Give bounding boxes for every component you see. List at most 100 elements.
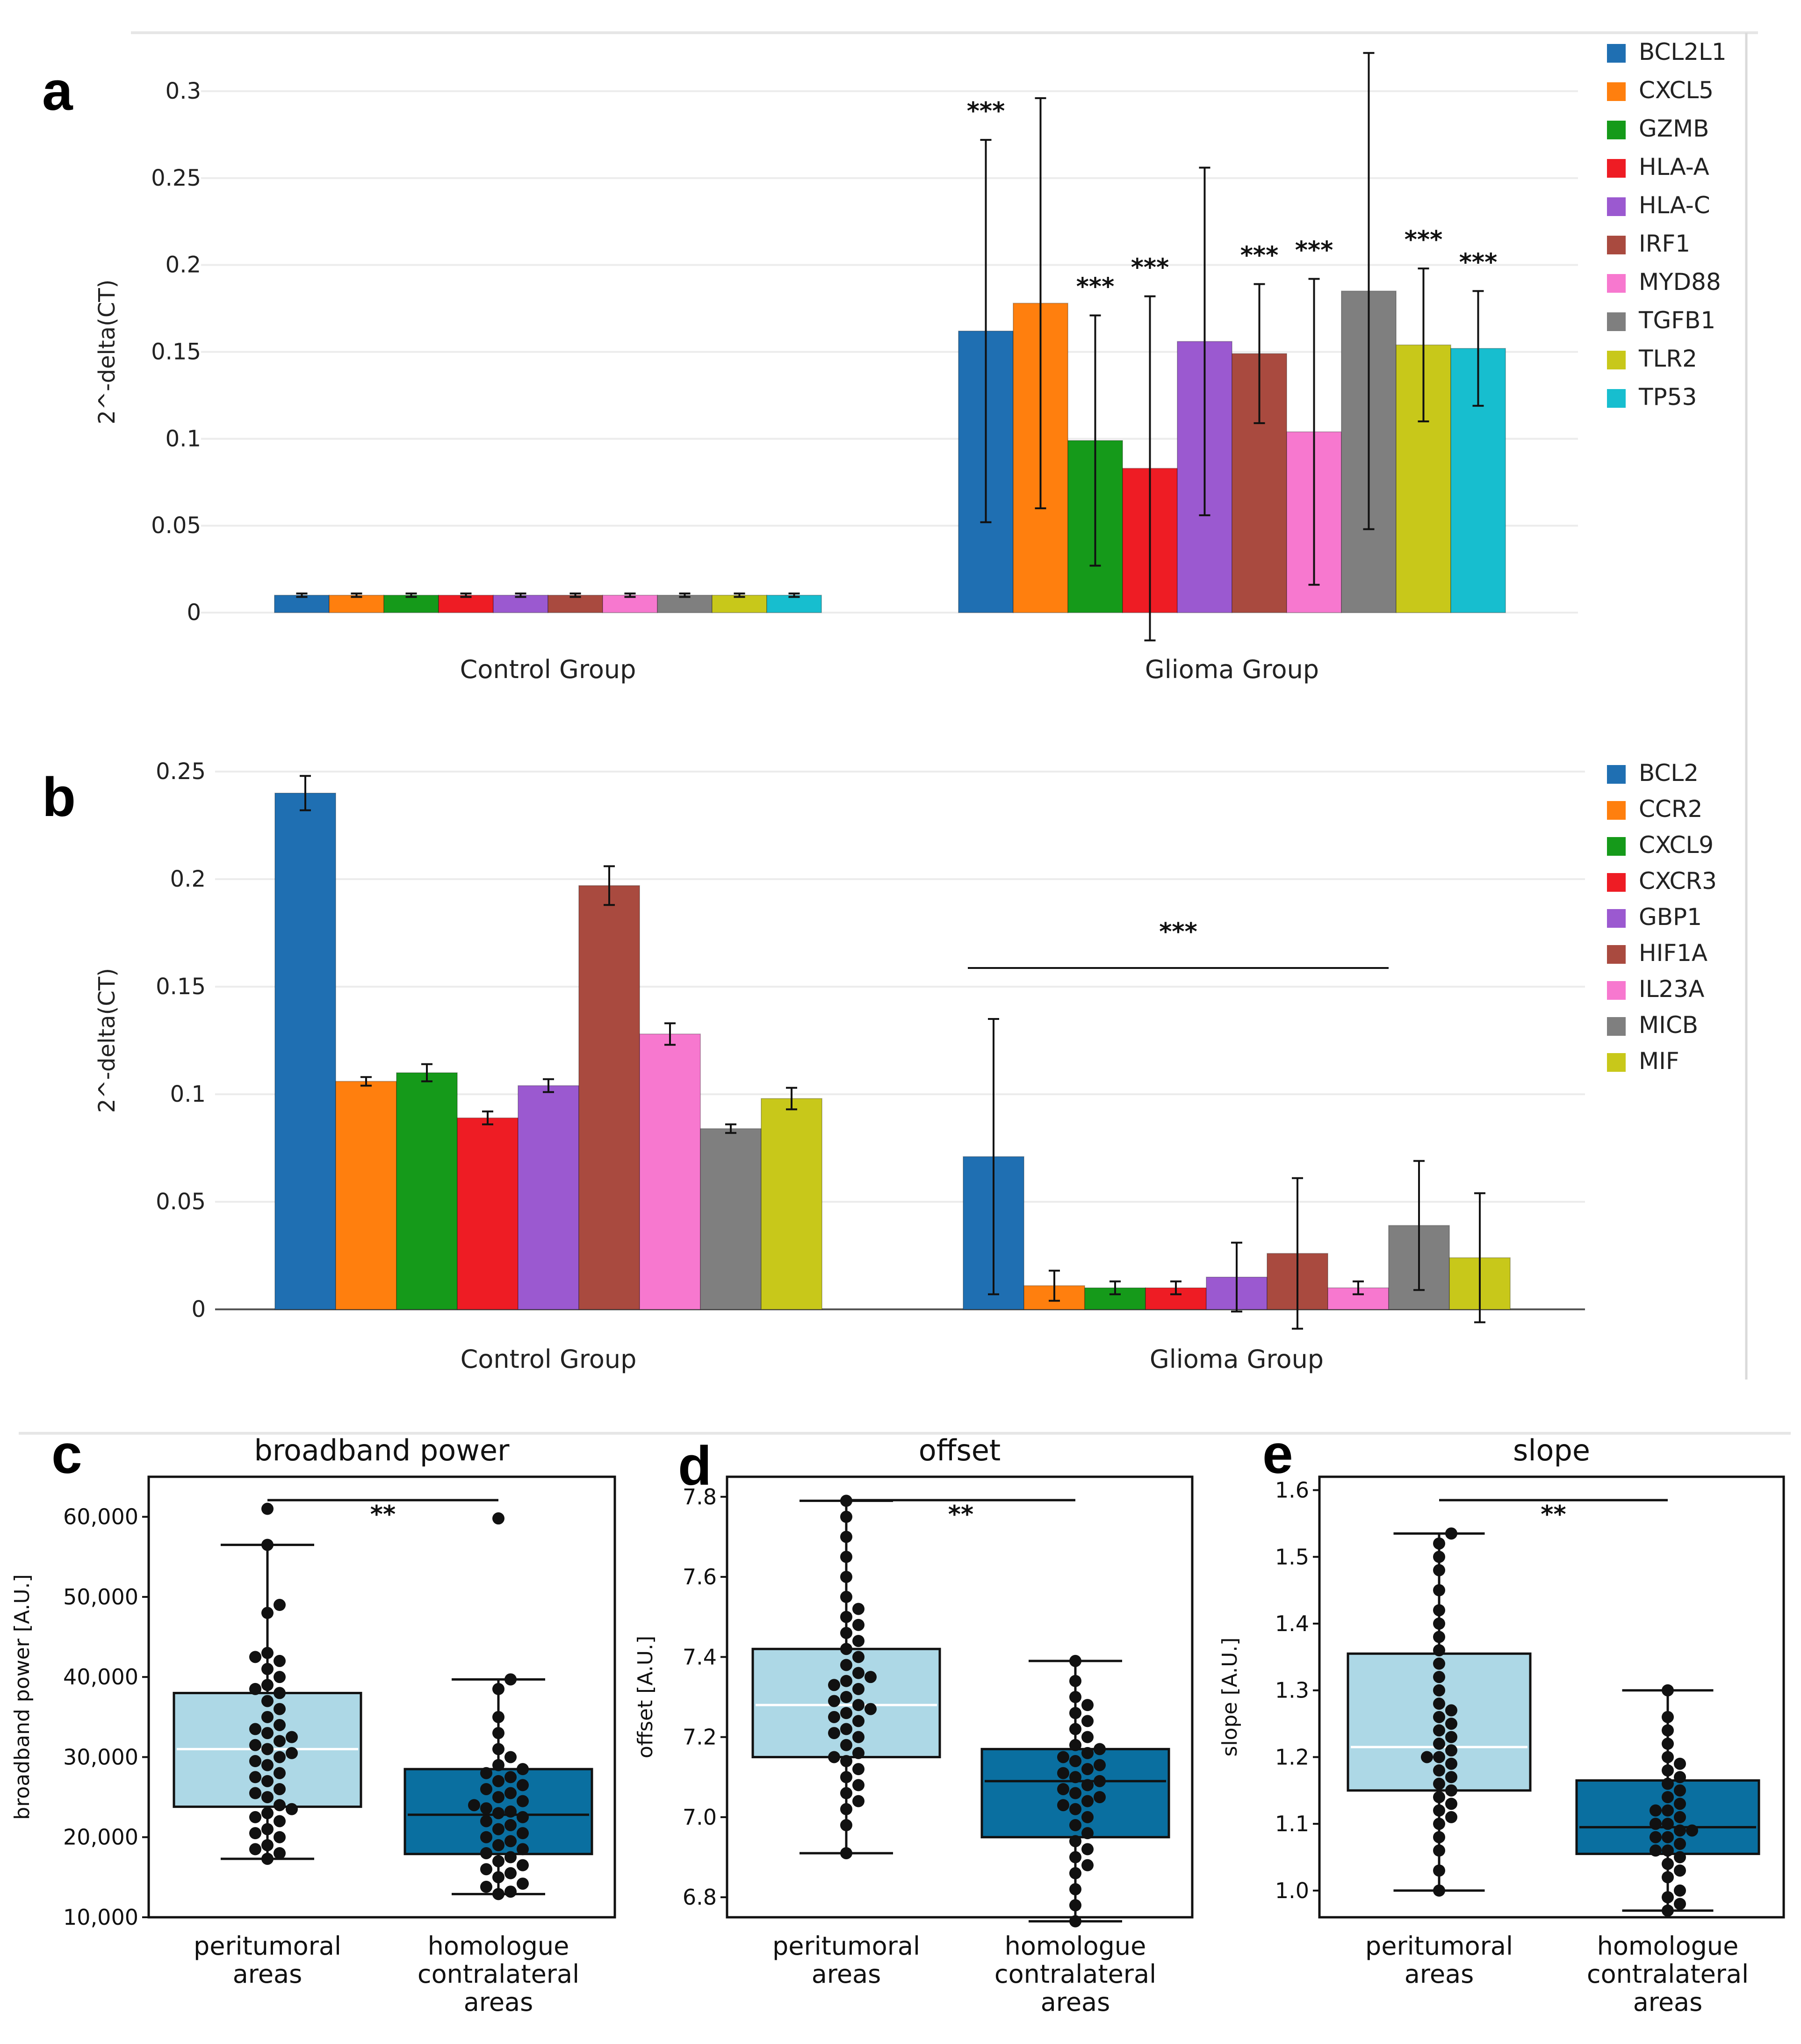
bar-hif1a-control [578, 885, 640, 1310]
data-point [249, 1771, 261, 1784]
data-point [1433, 1864, 1445, 1877]
data-point [492, 1683, 504, 1695]
data-point [261, 1743, 274, 1755]
data-point [1433, 1804, 1445, 1817]
data-point [852, 1651, 864, 1663]
data-point [1081, 1843, 1094, 1856]
data-point [1445, 1811, 1457, 1823]
data-point [852, 1795, 864, 1807]
data-point [261, 1823, 274, 1835]
legend-label-gbp1: GBP1 [1639, 903, 1702, 931]
data-point [852, 1715, 864, 1727]
data-point [1069, 1654, 1081, 1667]
data-point [1433, 1584, 1445, 1596]
legend-label-tp53: TP53 [1638, 383, 1697, 411]
significance-marker: ** [370, 1501, 396, 1529]
legend-swatch-cxcl9 [1607, 837, 1626, 856]
y-axis-label: broadband power [A.U.] [10, 1574, 34, 1820]
legend-swatch-tp53 [1607, 389, 1626, 408]
plot-frame [1318, 1475, 1785, 1919]
y-tick-label: 0 [187, 599, 201, 626]
y-tick-label: 0.05 [151, 513, 201, 539]
data-point [1433, 1844, 1445, 1857]
x-category-line: contralateral [1587, 1959, 1749, 1989]
x-category-line: areas [812, 1959, 881, 1989]
data-point [1069, 1739, 1081, 1751]
data-point [828, 1679, 840, 1691]
data-point [274, 1783, 286, 1795]
x-category-peritumoral: peritumoral areas [772, 1931, 920, 1989]
x-category-line: peritumoral [772, 1931, 920, 1961]
y-tick-label: 40,000 [63, 1664, 138, 1690]
data-point [1081, 1747, 1094, 1759]
data-point [828, 1695, 840, 1707]
panel-d-chart: offset 6.8 7.0 7.2 7.4 7.6 7.8 offset [A.U.] ** p… [634, 1433, 1194, 2017]
data-point [261, 1807, 274, 1820]
data-point [1069, 1707, 1081, 1719]
data-point [1445, 1527, 1457, 1540]
data-point [1662, 1871, 1674, 1884]
y-tick-label: 7.0 [683, 1805, 717, 1830]
data-point [1433, 1764, 1445, 1777]
data-point [852, 1618, 864, 1631]
data-point [1674, 1898, 1686, 1910]
y-tick-label: 1.2 [1275, 1744, 1309, 1770]
legend-label-cxcl5: CXCL5 [1639, 77, 1714, 104]
data-point [1094, 1791, 1106, 1804]
plot-title: offset [919, 1433, 1001, 1467]
data-point [1650, 1844, 1662, 1857]
legend-swatch-cxcl5 [1607, 82, 1626, 101]
data-point [1674, 1784, 1686, 1797]
y-tick-label: 1.4 [1275, 1611, 1309, 1636]
data-point [492, 1839, 504, 1851]
x-category-peritumoral: peritumoral areas [1365, 1931, 1513, 1989]
legend-label-hla-c: HLA-C [1639, 192, 1710, 219]
x-category-contralateral: homologue contralateral areas [994, 1931, 1156, 2017]
data-point [517, 1859, 529, 1871]
data-point [517, 1843, 529, 1856]
data-point [261, 1502, 274, 1515]
plot-frame [726, 1475, 1194, 1919]
data-point [274, 1599, 286, 1611]
legend-swatch-il23a [1607, 981, 1626, 1000]
data-point [1069, 1787, 1081, 1799]
data-point [249, 1787, 261, 1799]
data-point [1445, 1744, 1457, 1757]
data-point [864, 1671, 877, 1683]
data-point [249, 1827, 261, 1840]
plot-title: broadband power [254, 1433, 510, 1467]
data-point [840, 1771, 852, 1784]
data-point [274, 1751, 286, 1763]
data-point [864, 1703, 877, 1715]
data-point [249, 1651, 261, 1663]
data-point [286, 1747, 298, 1759]
data-point [1069, 1899, 1081, 1912]
legend-swatch-cxcr3 [1607, 873, 1626, 892]
legend-label-il23a: IL23A [1639, 975, 1704, 1003]
data-point [840, 1510, 852, 1523]
data-point [492, 1871, 504, 1884]
data-point [1081, 1859, 1094, 1871]
y-axis-label: offset [A.U.] [634, 1636, 657, 1758]
bar-mif-control [761, 1098, 822, 1310]
bar-tlr2-control [712, 594, 767, 614]
bar-il23a-control [639, 1033, 701, 1310]
data-point [1433, 1697, 1445, 1710]
data-point [852, 1779, 864, 1791]
data-point [1662, 1711, 1674, 1723]
y-tick-label: 0.1 [166, 426, 201, 452]
data-point [1662, 1891, 1674, 1904]
x-category-line: peritumoral [1365, 1931, 1513, 1961]
data-point [1433, 1831, 1445, 1843]
data-point [840, 1611, 852, 1623]
legend-swatch-bcl2 [1607, 765, 1626, 784]
data-point [1057, 1799, 1069, 1812]
data-point [1445, 1731, 1457, 1743]
data-point [1069, 1883, 1081, 1896]
data-point [480, 1847, 492, 1859]
legend-swatch-bcl2l1 [1607, 44, 1626, 63]
data-point [492, 1823, 504, 1835]
legend-label-irf1: IRF1 [1639, 230, 1690, 257]
data-point [517, 1779, 529, 1791]
